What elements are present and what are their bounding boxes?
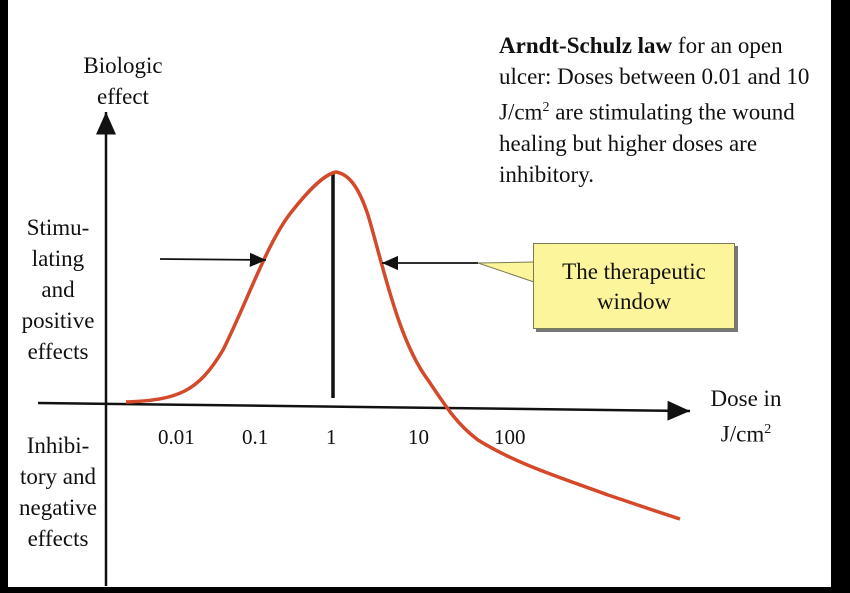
x-axis <box>37 400 691 421</box>
stimulating-label-line: effects <box>27 339 89 364</box>
callout-line: The therapeutic <box>562 259 706 284</box>
inhibitory-label-line: Inhibi- <box>26 433 90 458</box>
law-text-superscript: 2 <box>542 100 550 115</box>
tick-label: 10 <box>408 425 429 449</box>
stimulating-label-line: Stimu- <box>26 215 90 240</box>
x-axis-label-line: J/cm2 <box>686 414 806 450</box>
callout-line: window <box>596 289 672 314</box>
diagram-graphics <box>37 112 691 586</box>
tick-label: 0.01 <box>158 425 195 449</box>
stimulating-label-line: positive <box>21 308 95 333</box>
inhibitory-label-line: tory and <box>19 464 96 489</box>
therapeutic-window-callout: The therapeutic window <box>533 243 735 329</box>
stimulating-label-line: and <box>41 277 75 302</box>
diagram-panel: Biologic effect Stimu- lating and positi… <box>8 0 831 587</box>
law-description: Arndt-Schulz law for an open ulcer: Dose… <box>499 30 819 190</box>
inhibitory-effects-label: Inhibi- tory and negative effects <box>8 430 108 554</box>
x-axis-unit: J/cm <box>720 421 765 447</box>
law-text-part: for an open ulcer: Doses between 0.01 an… <box>499 33 810 125</box>
stimulating-effects-label: Stimu- lating and positive effects <box>8 212 108 367</box>
law-text-part: are stimulating the wound healing but hi… <box>499 99 795 187</box>
dose-response-curve <box>125 170 681 521</box>
y-axis-label-line: Biologic <box>83 53 163 78</box>
x-axis-unit-superscript: 2 <box>764 422 772 437</box>
x-axis-label-line: Dose in <box>710 386 782 411</box>
callout-pointer <box>477 261 535 283</box>
y-axis-label: Biologic effect <box>78 50 168 112</box>
tick-label: 1 <box>326 425 337 449</box>
left-window-arrow <box>159 252 267 268</box>
tick-label: 100 <box>494 425 526 449</box>
callout-text: The therapeutic window <box>534 257 734 317</box>
inhibitory-label-line: negative <box>19 495 97 520</box>
stimulating-label-line: lating <box>31 246 85 271</box>
x-axis-label: Dose in J/cm2 <box>686 383 806 450</box>
tick-label: 0.1 <box>242 425 269 449</box>
y-axis-label-line: effect <box>97 84 149 109</box>
inhibitory-label-line: effects <box>27 526 89 551</box>
law-title: Arndt-Schulz law <box>499 33 673 58</box>
